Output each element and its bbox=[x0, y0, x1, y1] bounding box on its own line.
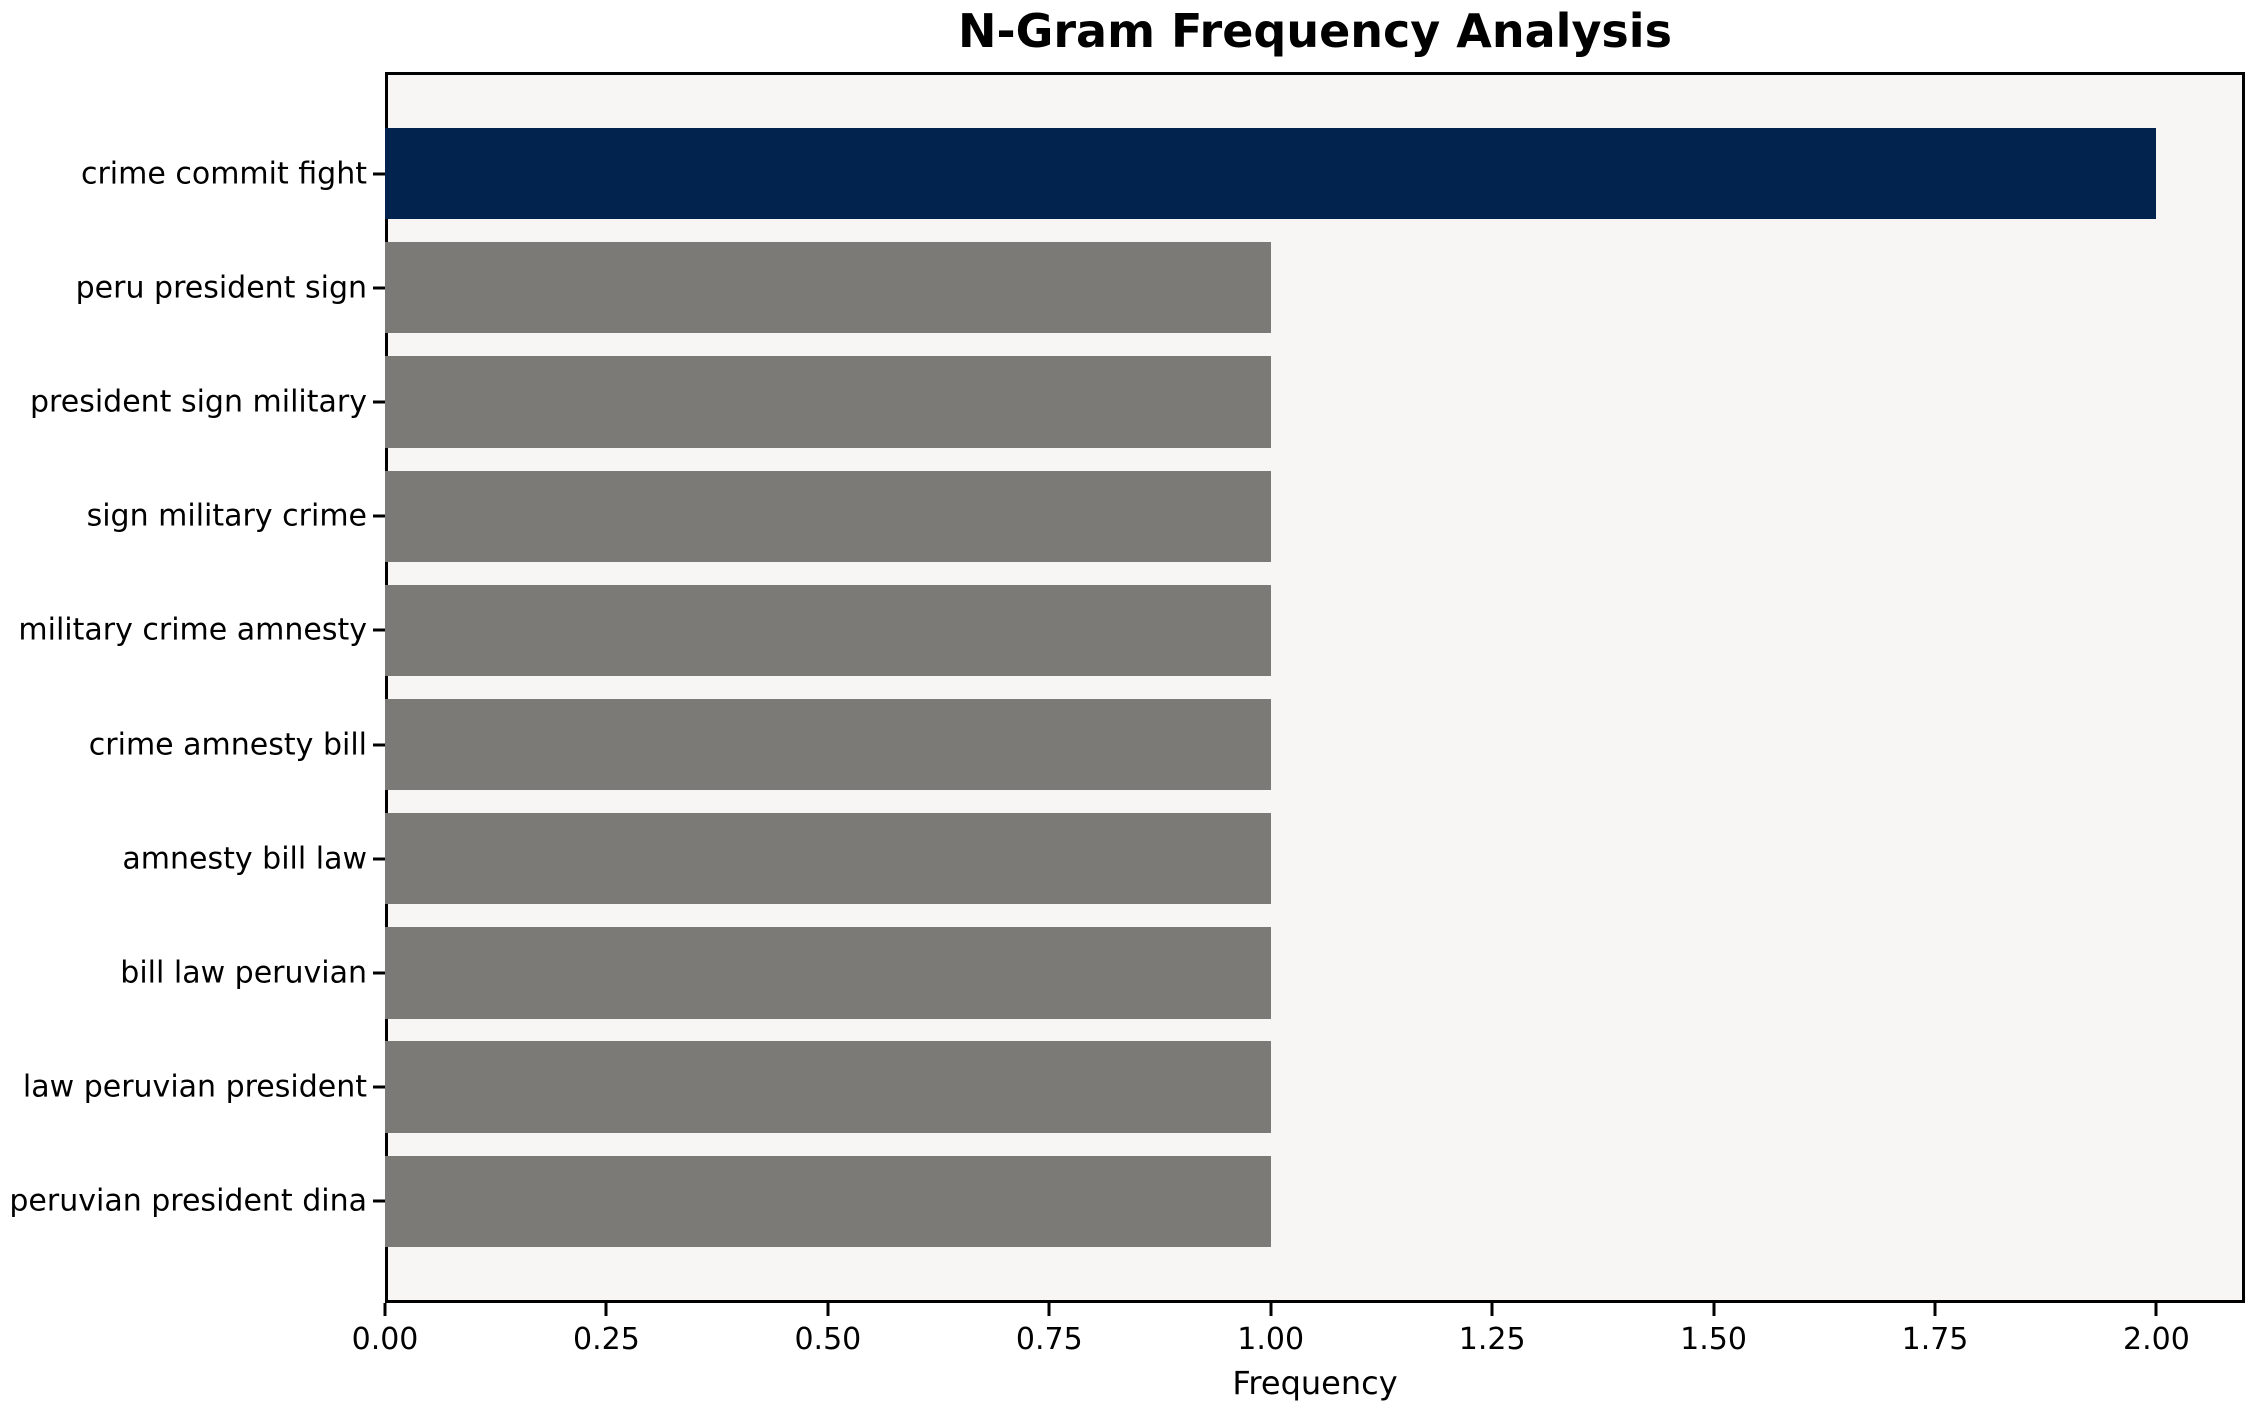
x-tick-label: 1.50 bbox=[1680, 1322, 1747, 1357]
y-tick-label: sign military crime bbox=[86, 498, 367, 534]
y-tick-label: peru president sign bbox=[75, 270, 367, 306]
y-tick-label: military crime amnesty bbox=[18, 612, 367, 648]
x-tick-mark bbox=[2154, 1303, 2158, 1316]
y-tick-label: amnesty bill law bbox=[122, 841, 367, 877]
bar-sign-military-crime bbox=[385, 470, 1271, 562]
plot-area bbox=[385, 72, 2245, 1303]
x-tick-mark bbox=[1933, 1303, 1937, 1316]
bar-amnesty-bill-law bbox=[385, 813, 1271, 905]
x-tick-mark bbox=[826, 1303, 830, 1316]
x-tick-label: 0.00 bbox=[351, 1322, 419, 1357]
x-tick-mark bbox=[383, 1303, 387, 1316]
y-tick-mark bbox=[373, 857, 385, 861]
y-tick-mark bbox=[373, 628, 385, 632]
x-tick-label: 0.25 bbox=[573, 1322, 640, 1357]
bar-crime-commit-fight bbox=[385, 127, 2157, 220]
y-tick-mark bbox=[373, 743, 385, 747]
x-tick-mark bbox=[1047, 1303, 1051, 1316]
bar-crime-amnesty-bill bbox=[385, 698, 1271, 791]
y-tick-mark bbox=[373, 172, 385, 176]
bar-peruvian-president-dina bbox=[385, 1155, 1271, 1248]
bar-bill-law-peruvian bbox=[385, 927, 1271, 1019]
y-tick-label: crime commit fight bbox=[80, 156, 367, 192]
y-tick-mark bbox=[373, 971, 385, 975]
bar-law-peruvian-president bbox=[385, 1041, 1271, 1133]
y-tick-mark bbox=[373, 400, 385, 404]
x-tick-label: 2.00 bbox=[2123, 1322, 2190, 1357]
x-tick-mark bbox=[1269, 1303, 1273, 1316]
x-tick-mark bbox=[604, 1303, 608, 1316]
x-tick-mark bbox=[1490, 1303, 1494, 1316]
y-tick-mark bbox=[373, 1199, 385, 1203]
x-tick-mark bbox=[1712, 1303, 1716, 1316]
bar-president-sign-military bbox=[385, 356, 1271, 448]
y-tick-label: president sign military bbox=[30, 384, 367, 420]
y-tick-mark bbox=[373, 514, 385, 518]
x-tick-label: 1.00 bbox=[1237, 1322, 1305, 1357]
x-tick-label: 1.25 bbox=[1458, 1322, 1526, 1357]
y-tick-mark bbox=[373, 1085, 385, 1089]
y-tick-mark bbox=[373, 286, 385, 290]
y-tick-label: peruvian president dina bbox=[9, 1183, 367, 1219]
y-tick-label: law peruvian president bbox=[22, 1069, 367, 1105]
y-tick-label: bill law peruvian bbox=[120, 955, 367, 991]
y-tick-label: crime amnesty bill bbox=[88, 727, 367, 763]
x-tick-label: 0.75 bbox=[1015, 1322, 1083, 1357]
bar-peru-president-sign bbox=[385, 242, 1271, 334]
x-axis-title: Frequency bbox=[1232, 1364, 1398, 1402]
x-tick-label: 1.75 bbox=[1901, 1322, 1969, 1357]
chart-title: N-Gram Frequency Analysis bbox=[958, 4, 1672, 58]
x-tick-label: 0.50 bbox=[794, 1322, 862, 1357]
bar-military-crime-amnesty bbox=[385, 584, 1271, 677]
